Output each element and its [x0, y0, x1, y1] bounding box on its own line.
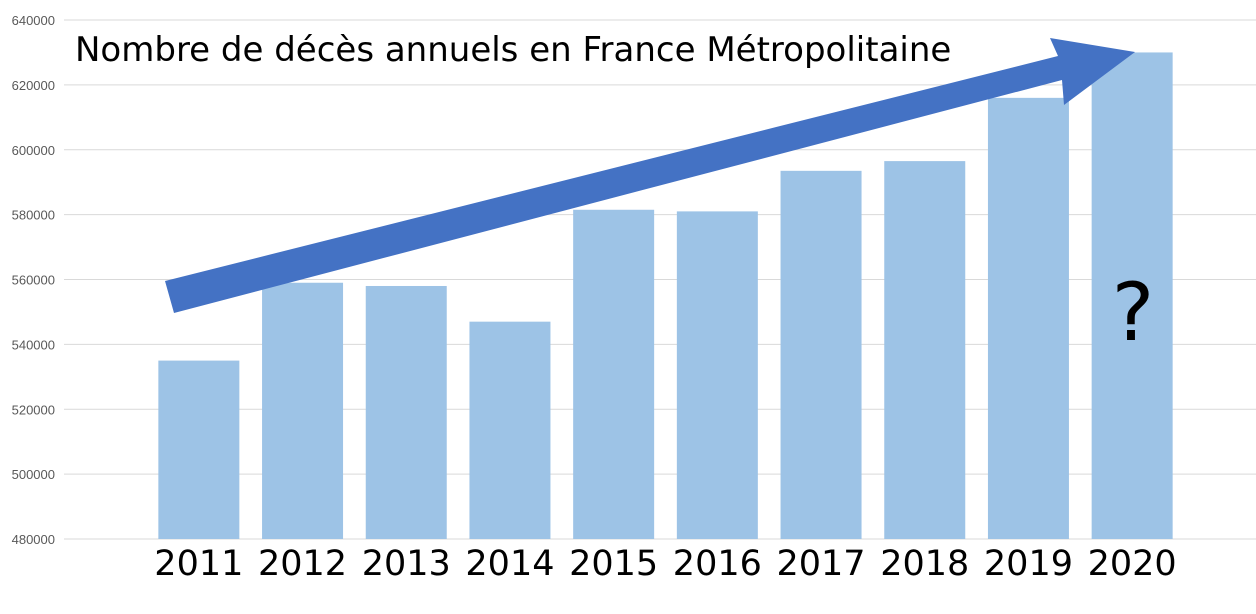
x-tick-label: 2018 — [880, 544, 969, 584]
x-tick-label: 2017 — [777, 544, 866, 584]
bar-2014 — [469, 321, 551, 539]
bars-layer — [158, 52, 1173, 539]
y-tick-label: 580000 — [12, 208, 55, 223]
y-tick-label: 600000 — [12, 143, 55, 158]
question-mark-annotation: ? — [1112, 266, 1154, 359]
x-tick-label: 2011 — [154, 544, 243, 584]
x-axis-ticks: 2011 2012 2013 2014 2015 2016 2017 2018 2019 2020 — [154, 544, 1176, 584]
bar-2020 — [1091, 52, 1173, 539]
y-tick-label: 560000 — [12, 273, 55, 288]
y-tick-label: 540000 — [12, 337, 55, 352]
bar-2016 — [676, 211, 758, 539]
bar-2013 — [365, 285, 447, 539]
bar-2015 — [573, 209, 655, 539]
y-tick-label: 640000 — [12, 13, 55, 28]
bar-2012 — [262, 282, 344, 539]
bar-2017 — [780, 170, 862, 539]
x-tick-label: 2016 — [673, 544, 762, 584]
x-tick-label: 2015 — [569, 544, 658, 584]
y-tick-label: 620000 — [12, 78, 55, 93]
y-axis-ticks: 480000 500000 520000 540000 560000 580000 6000… — [12, 13, 55, 547]
x-tick-label: 2014 — [465, 544, 554, 584]
x-tick-label: 2019 — [984, 544, 1073, 584]
chart-title: Nombre de décès annuels en France Métrop… — [75, 30, 951, 70]
trend-arrow — [165, 38, 1135, 313]
x-tick-label: 2013 — [362, 544, 451, 584]
bar-2011 — [158, 360, 240, 539]
x-tick-label: 2020 — [1088, 544, 1177, 584]
bar-2019 — [987, 97, 1069, 539]
x-tick-label: 2012 — [258, 544, 347, 584]
y-tick-label: 480000 — [12, 532, 55, 547]
y-tick-label: 500000 — [12, 467, 55, 482]
y-tick-label: 520000 — [12, 402, 55, 417]
bar-2018 — [884, 161, 966, 539]
